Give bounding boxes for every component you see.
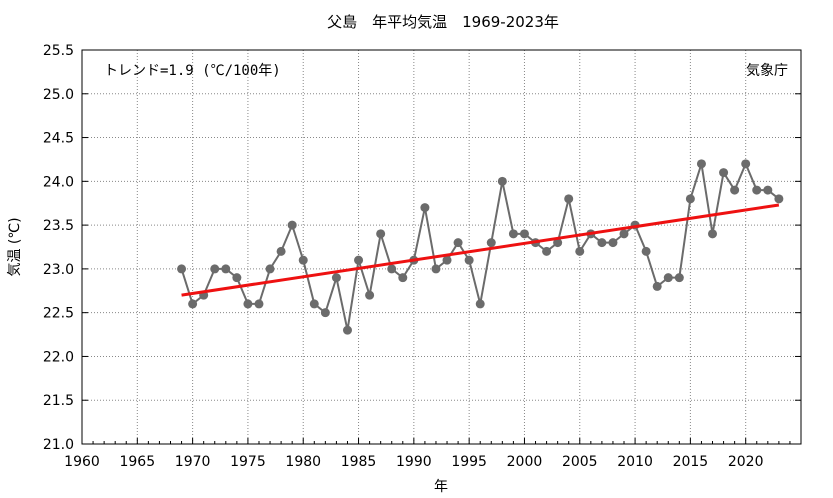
data-point — [243, 299, 253, 309]
x-tick-label: 1985 — [341, 454, 377, 470]
series-layer — [177, 159, 784, 335]
x-tick-label: 2010 — [617, 454, 653, 470]
x-tick-label: 1975 — [230, 454, 266, 470]
data-point — [641, 246, 651, 256]
data-point — [420, 203, 430, 213]
x-tick-label: 1965 — [119, 454, 155, 470]
data-point — [597, 238, 607, 248]
data-point — [475, 299, 485, 309]
data-point — [431, 264, 441, 274]
data-point — [287, 220, 297, 230]
data-point — [564, 194, 574, 204]
data-point — [398, 273, 408, 283]
data-point — [354, 255, 364, 265]
data-point — [210, 264, 220, 274]
data-point — [453, 238, 463, 248]
y-tick-label: 21.5 — [43, 393, 74, 409]
x-axis-label: 年 — [434, 479, 448, 495]
data-point — [719, 168, 729, 178]
y-tick-label: 21.0 — [43, 437, 74, 453]
data-point — [652, 281, 662, 291]
data-point — [708, 229, 718, 239]
grid-lines — [82, 50, 801, 444]
data-point — [508, 229, 518, 239]
data-point — [376, 229, 386, 239]
y-tick-label: 25.5 — [43, 43, 74, 59]
y-tick-label: 23.5 — [43, 218, 74, 234]
data-point — [309, 299, 319, 309]
x-axis-ticks: 1960 1965 1970 1975 1980 1985 1990 1995 2000 2005… — [64, 438, 791, 470]
data-point — [387, 264, 397, 274]
y-axis-ticks: 21.0 21.5 22.0 22.5 23.0 23.5 24.0 24.5 25.0 25.5 — [43, 43, 801, 453]
data-point — [730, 185, 740, 195]
data-point — [464, 255, 474, 265]
data-point — [674, 273, 684, 283]
data-point — [553, 238, 563, 248]
data-point — [608, 238, 618, 248]
data-point — [619, 229, 629, 239]
x-tick-label: 2000 — [507, 454, 543, 470]
data-point — [232, 273, 242, 283]
x-tick-label: 1980 — [285, 454, 321, 470]
y-tick-label: 24.0 — [43, 174, 74, 190]
data-point — [752, 185, 762, 195]
data-point — [265, 264, 275, 274]
y-tick-label: 25.0 — [43, 87, 74, 103]
data-point — [519, 229, 529, 239]
x-tick-label: 2020 — [728, 454, 764, 470]
y-tick-label: 22.0 — [43, 349, 74, 365]
y-tick-label: 24.5 — [43, 131, 74, 147]
y-tick-label: 22.5 — [43, 306, 74, 322]
data-point — [177, 264, 187, 274]
data-point — [276, 246, 286, 256]
data-point — [685, 194, 695, 204]
y-tick-label: 23.0 — [43, 262, 74, 278]
data-point — [486, 238, 496, 248]
x-tick-label: 1990 — [396, 454, 432, 470]
data-point — [575, 246, 585, 256]
chart-title: 父島 年平均気温 1969-2023年 — [327, 13, 559, 31]
data-point — [442, 255, 452, 265]
data-point — [542, 246, 552, 256]
source-label: 気象庁 — [746, 63, 788, 79]
trend-layer — [181, 203, 780, 297]
data-point — [320, 308, 330, 318]
data-point — [763, 185, 773, 195]
data-point — [497, 176, 507, 186]
trend-annotation: トレンド=1.9 (℃/100年) — [104, 63, 281, 79]
x-tick-label: 2005 — [562, 454, 598, 470]
data-point — [254, 299, 264, 309]
data-point — [696, 159, 706, 169]
x-tick-label: 1995 — [451, 454, 487, 470]
data-point — [298, 255, 308, 265]
x-tick-label: 1970 — [175, 454, 211, 470]
data-point — [331, 273, 341, 283]
plot-frame — [81, 49, 802, 445]
x-tick-label: 2015 — [673, 454, 709, 470]
data-point — [741, 159, 751, 169]
x-tick-label: 1960 — [64, 454, 100, 470]
data-point — [365, 290, 375, 300]
y-axis-label: 気温 (℃) — [7, 217, 23, 276]
data-point — [663, 273, 673, 283]
trend-line — [181, 203, 780, 297]
data-point — [188, 299, 198, 309]
data-point — [774, 194, 784, 204]
data-point — [342, 325, 352, 335]
data-point — [221, 264, 231, 274]
